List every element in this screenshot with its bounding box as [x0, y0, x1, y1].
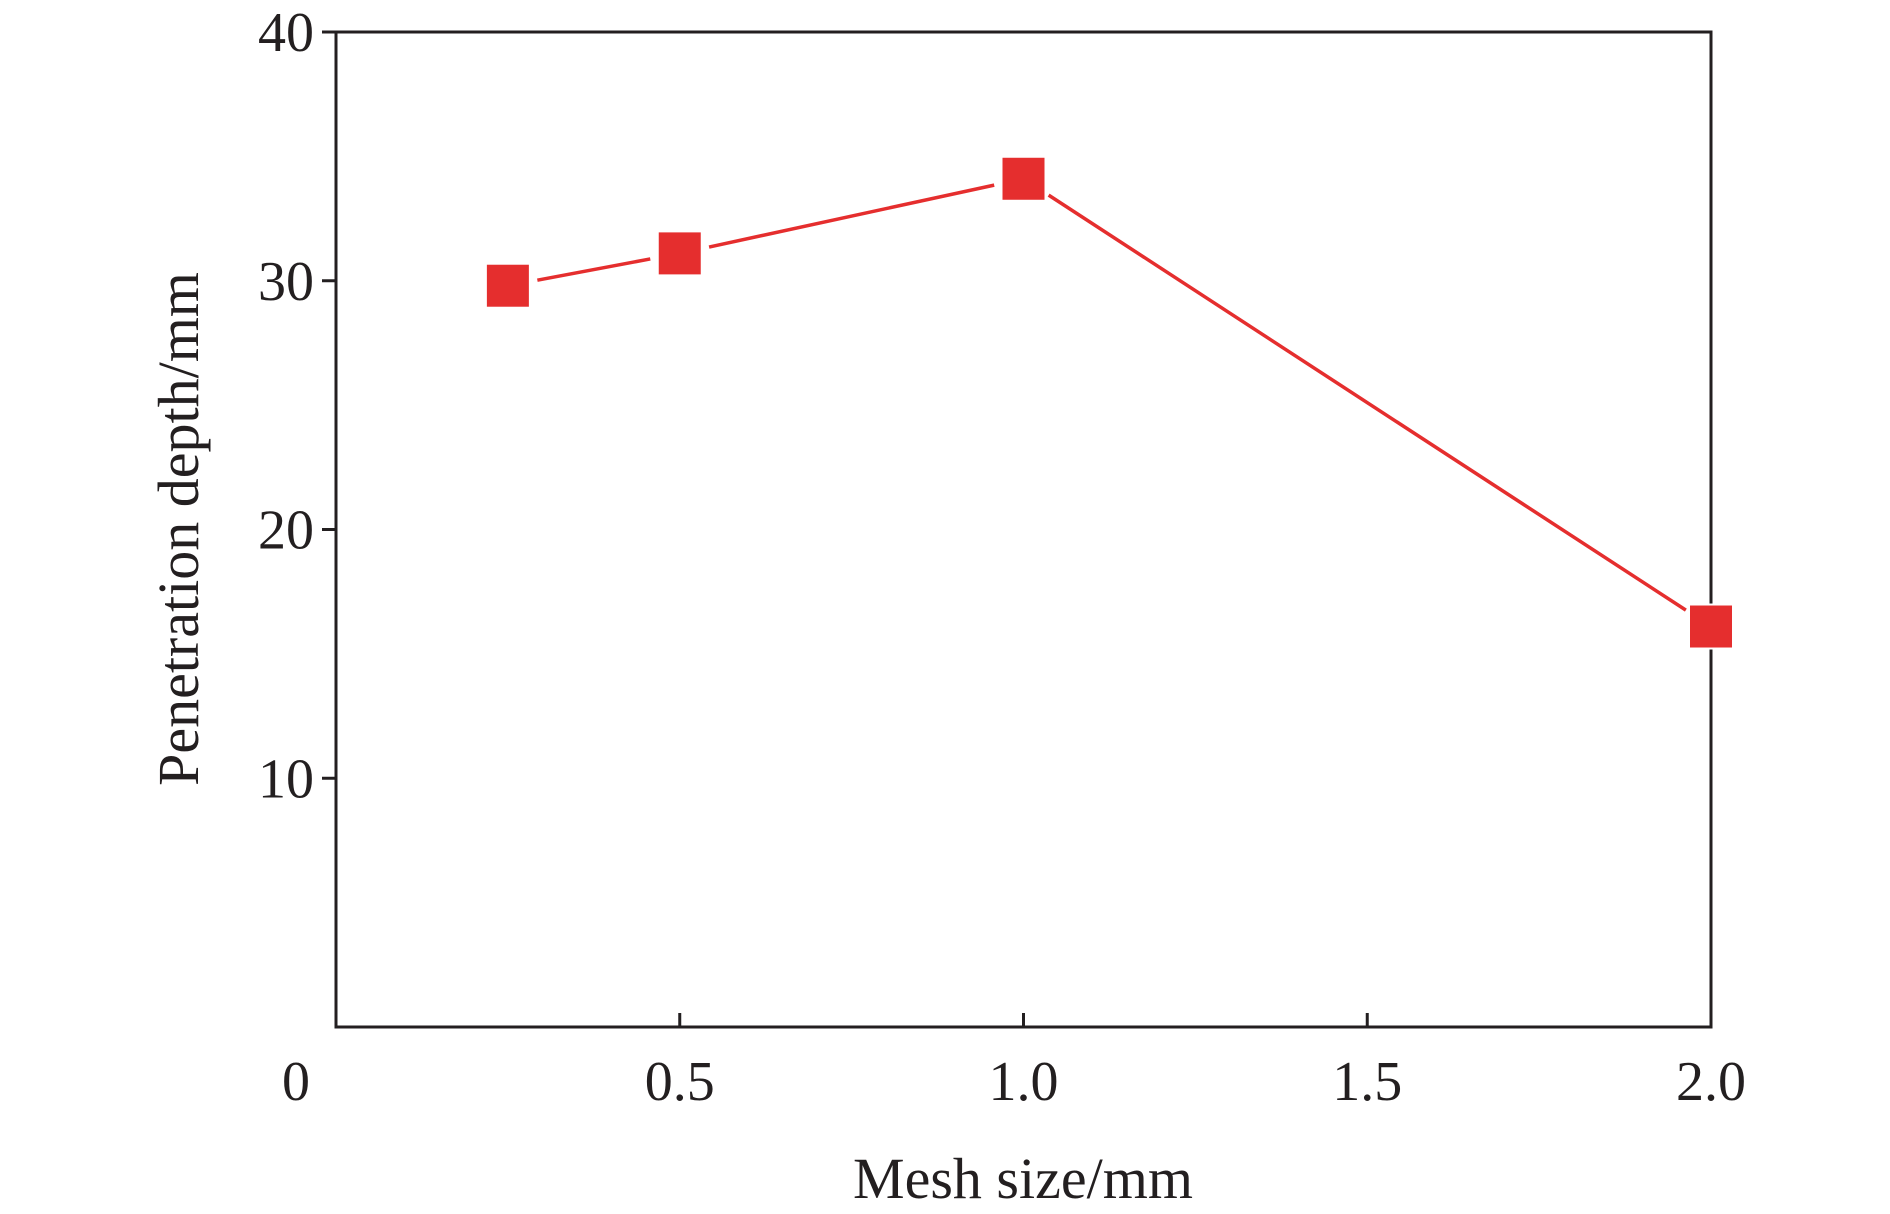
x-tick-label: 1.0 [989, 1051, 1059, 1113]
y-tick-label: 10 [258, 748, 314, 810]
x-tick-label: 0.5 [645, 1051, 715, 1113]
y-tick-label: 20 [258, 500, 314, 562]
data-point-marker [484, 262, 531, 309]
y-axis-title: Penetration depth/mm [146, 272, 211, 786]
y-tick-label: 40 [258, 2, 314, 64]
y-axis-ticks: 10 20 30 40 [258, 2, 336, 810]
x-axis-title: Mesh size/mm [853, 1146, 1193, 1211]
x-axis-ticks: 0.5 1.0 1.5 2.0 [645, 1013, 1746, 1113]
series-line-segment [537, 257, 651, 282]
data-point-marker [656, 230, 703, 277]
series-layer [484, 155, 1734, 650]
x-tick-label: 1.5 [1332, 1051, 1402, 1113]
data-point-marker [1000, 155, 1047, 202]
origin-label: 0 [282, 1051, 310, 1113]
series-line-segment [1047, 193, 1687, 612]
x-tick-label: 2.0 [1676, 1051, 1746, 1113]
y-tick-label: 30 [258, 251, 314, 313]
series-line-segment [708, 183, 995, 249]
data-point-marker [1688, 603, 1734, 650]
